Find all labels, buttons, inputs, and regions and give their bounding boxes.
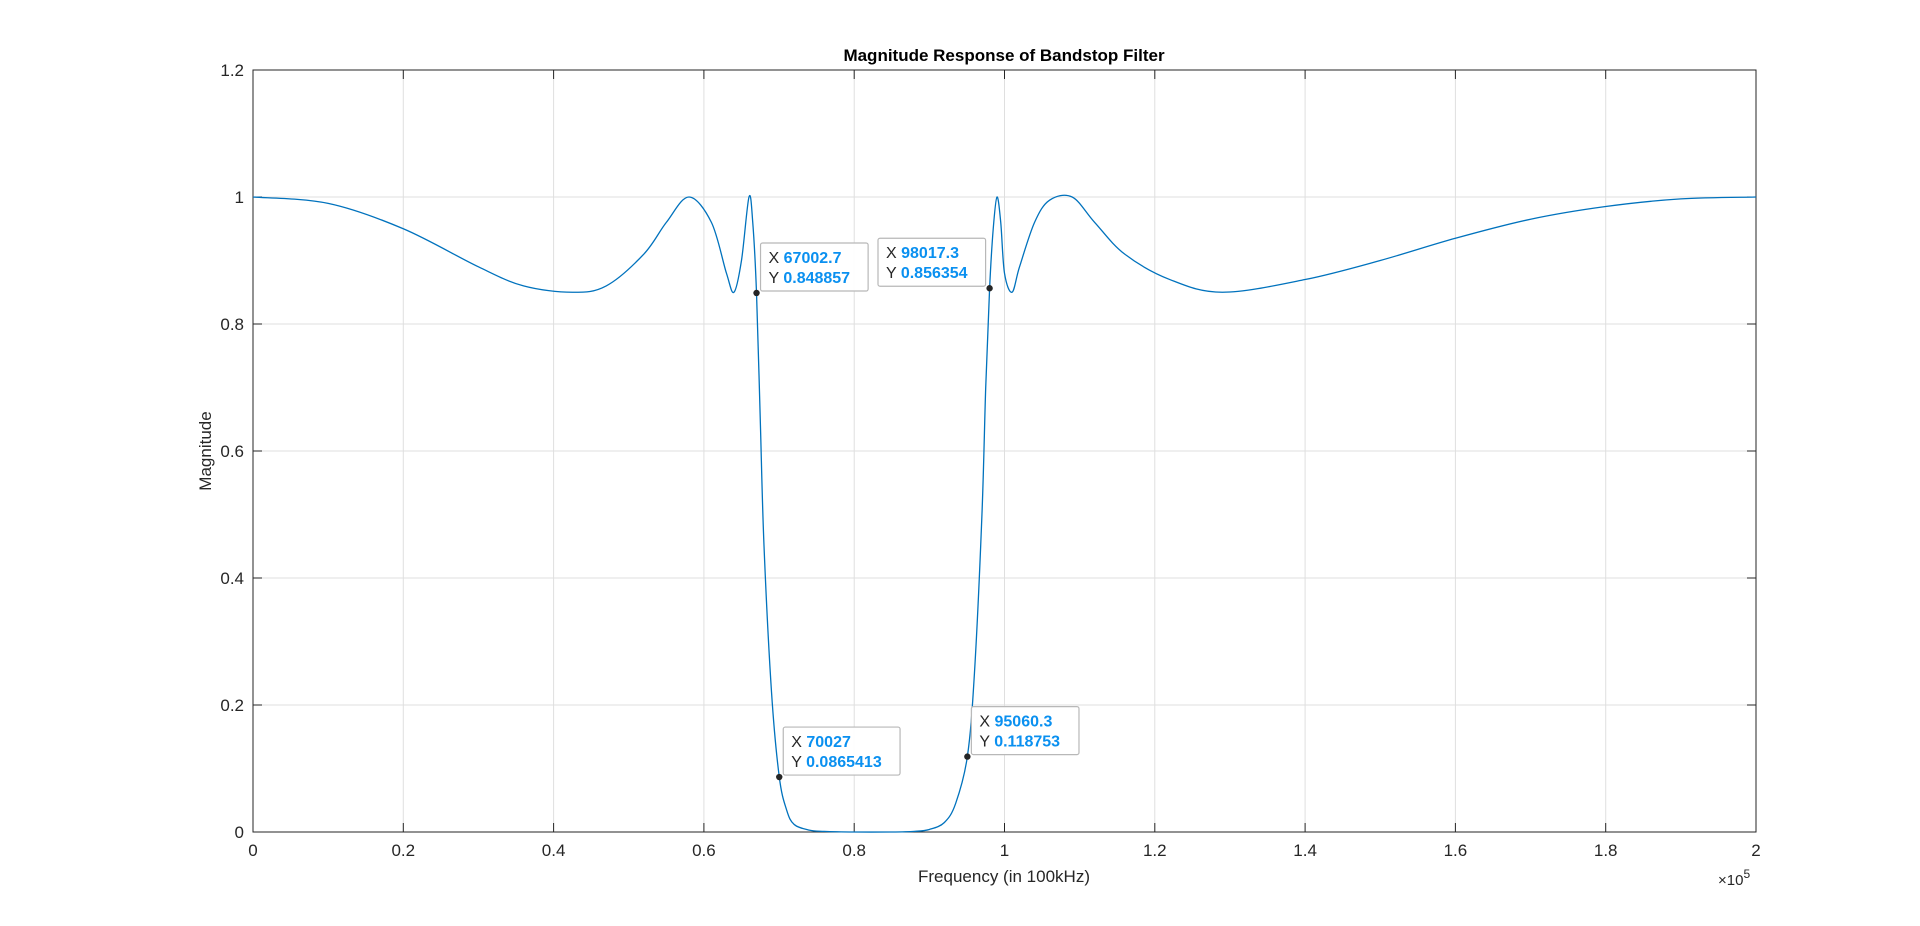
- datatip-marker: [986, 285, 993, 292]
- y-tick-label: 0.6: [220, 442, 244, 461]
- datatip-y-value: 0.118753: [994, 734, 1060, 751]
- datatip-y-value: 0.856354: [901, 265, 968, 282]
- response-line: [252, 194, 1757, 833]
- datatip-x-key: X: [791, 734, 806, 751]
- y-tick-label: 1: [235, 188, 244, 207]
- datatip-y-key: Y: [886, 265, 901, 282]
- datatip-y-row: Y 0.848857: [769, 270, 851, 287]
- y-tick-label: 1.2: [220, 61, 244, 80]
- y-tick-label: 0.4: [220, 569, 244, 588]
- datatip-marker: [776, 773, 783, 781]
- y-tick-label: 0.2: [220, 696, 244, 715]
- x-exponent-power: 5: [1743, 867, 1750, 881]
- x-tick-label: 1.4: [1293, 841, 1317, 860]
- chart-title: Magnitude Response of Bandstop Filter: [843, 46, 1165, 65]
- datatip-x-value: 67002.7: [784, 250, 842, 267]
- datatip-x-value: 70027: [806, 734, 851, 751]
- x-axis-label: Frequency (in 100kHz): [918, 867, 1090, 886]
- x-tick-label: 0.6: [692, 841, 716, 860]
- datatip-x-value: 95060.3: [995, 714, 1053, 731]
- datatip-box: [970, 705, 1080, 756]
- datatip-x-row: X 67002.7: [769, 250, 842, 267]
- x-tick-label: 0: [248, 841, 257, 860]
- datatip-x-key: X: [979, 714, 994, 731]
- datatip-y-key: Y: [791, 754, 806, 771]
- x-tick-label: 2: [1751, 841, 1760, 860]
- x-tick-label: 1.8: [1594, 841, 1618, 860]
- y-tick-label: 0.8: [220, 315, 244, 334]
- x-axis-exponent: ×105: [1718, 867, 1750, 889]
- datatip-y-key: Y: [979, 734, 994, 751]
- datatip-box: [759, 242, 869, 292]
- datatip-box: [782, 726, 901, 776]
- x-exponent-base: ×10: [1718, 872, 1743, 889]
- x-tick-label: 0.2: [391, 841, 415, 860]
- datatip[interactable]: X 98017.3Y 0.856354: [877, 237, 993, 292]
- datatip-x-row: X 98017.3: [886, 245, 959, 262]
- x-tick-label: 1: [1000, 841, 1009, 860]
- datatip-box: [877, 237, 987, 287]
- datatip-y-key: Y: [769, 270, 784, 287]
- datatip-x-row: X 70027: [791, 734, 851, 751]
- datatip-y-row: Y 0.118753: [979, 734, 1060, 751]
- datatip-x-value: 98017.3: [901, 245, 959, 262]
- datatip-x-row: X 95060.3: [979, 714, 1052, 731]
- datatip-x-key: X: [886, 245, 901, 262]
- datatip-y-value: 0.848857: [783, 270, 850, 287]
- datatip-y-row: Y 0.856354: [886, 265, 968, 282]
- datatip-marker: [964, 753, 971, 760]
- x-tick-label: 0.8: [842, 841, 866, 860]
- y-axis-label: Magnitude: [196, 411, 215, 490]
- datatip[interactable]: X 95060.3Y 0.118753: [964, 705, 1080, 760]
- x-tick-label: 1.6: [1444, 841, 1468, 860]
- x-tick-label: 0.4: [542, 841, 566, 860]
- datatip[interactable]: X 67002.7Y 0.848857: [753, 242, 869, 297]
- datatip-x-key: X: [769, 250, 784, 267]
- y-tick-label: 0: [235, 823, 244, 842]
- datatip-y-row: Y 0.0865413: [791, 754, 882, 771]
- x-tick-label: 1.2: [1143, 841, 1167, 860]
- datatip-marker: [753, 289, 760, 297]
- datatip-y-value: 0.0865413: [806, 754, 882, 771]
- ticks: 0 0.2 0.4 0.6 0.8 1 1.2 1.4 1.6 1.8 2 0 0.2 0.4 0.6 0.8…: [220, 61, 1760, 860]
